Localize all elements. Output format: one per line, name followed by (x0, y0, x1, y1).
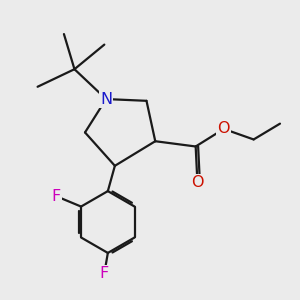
Text: O: O (218, 122, 230, 136)
Text: F: F (51, 188, 60, 203)
Text: N: N (100, 92, 112, 106)
Text: F: F (100, 266, 109, 281)
Text: O: O (191, 175, 204, 190)
